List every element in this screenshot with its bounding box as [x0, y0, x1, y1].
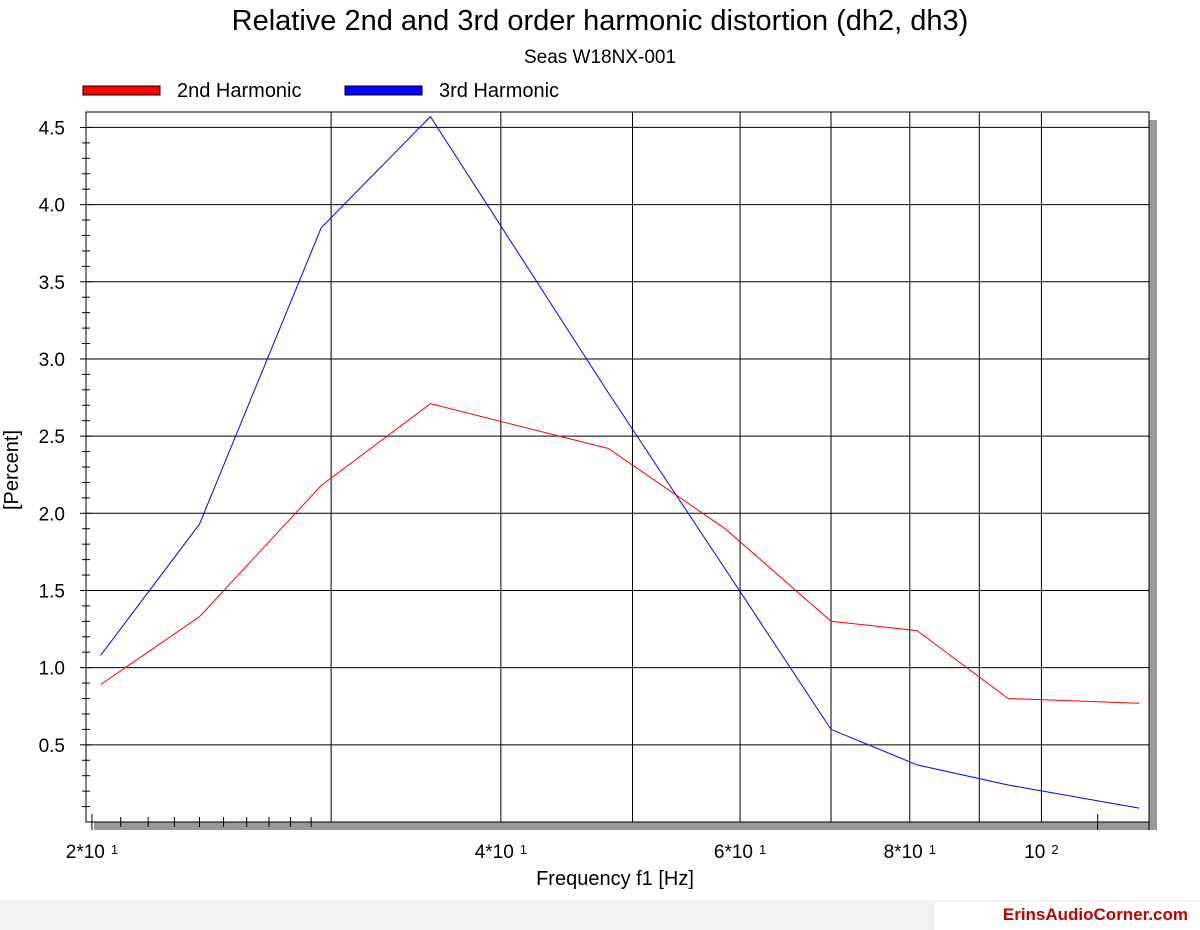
chart-title: Relative 2nd and 3rd order harmonic dist… [232, 5, 969, 37]
x-tick-label: 4*10 1 [475, 842, 527, 863]
series-layer [100, 115, 1140, 809]
x-tick-mantissa: 10 [1024, 842, 1045, 863]
x-tick-label: 2*10 1 [66, 842, 118, 863]
x-tick-mantissa: 6*10 [714, 842, 753, 863]
x-tick-exponent: 1 [111, 842, 118, 857]
series-line-2nd-harmonic [100, 403, 1140, 704]
y-tick-label: 1.0 [39, 659, 65, 680]
plot-area [85, 111, 1150, 823]
x-tick-label: 10 2 [1024, 842, 1058, 863]
x-tick-mantissa: 8*10 [884, 842, 923, 863]
legend-label-2nd-harmonic: 2nd Harmonic [177, 80, 302, 102]
chart-subtitle: Seas W18NX-001 [524, 47, 676, 68]
y-tick-label: 4.0 [39, 196, 65, 217]
watermark-box [935, 902, 1200, 930]
x-tick-label: 8*10 1 [884, 842, 936, 863]
y-tick-labels: 0.5 1.0 1.5 2.0 2.5 3.0 3.5 4.0 4.5 [39, 118, 65, 756]
legend: 2nd Harmonic 3rd Harmonic [82, 80, 559, 102]
y-tick-label: 1.5 [39, 581, 65, 602]
series-line-3rd-harmonic [100, 115, 1140, 809]
y-tick-label: 4.5 [39, 118, 65, 139]
y-axis-label: [Percent] [1, 430, 23, 510]
y-tick-label: 2.0 [39, 504, 65, 525]
x-tick-exponent: 2 [1051, 842, 1058, 857]
y-tick-label: 2.5 [39, 427, 65, 448]
y-tick-label: 3.5 [39, 273, 65, 294]
x-tick-mantissa: 2*10 [66, 842, 105, 863]
x-tick-mantissa: 4*10 [475, 842, 514, 863]
legend-label-3rd-harmonic: 3rd Harmonic [439, 80, 559, 102]
minor-ticks [80, 126, 1150, 830]
x-axis-label: Frequency f1 [Hz] [536, 868, 694, 890]
x-tick-labels: 2*10 1 4*10 1 6*10 1 8*10 1 10 2 [66, 842, 1059, 863]
y-tick-label: 0.5 [39, 736, 65, 757]
legend-swatch-3rd-harmonic [344, 85, 423, 96]
harmonic-distortion-chart: Relative 2nd and 3rd order harmonic dist… [1, 5, 1157, 890]
x-tick-exponent: 1 [759, 842, 766, 857]
grid [86, 112, 1149, 822]
x-tick-label: 6*10 1 [714, 842, 766, 863]
x-tick-exponent: 1 [929, 842, 936, 857]
x-tick-exponent: 1 [520, 842, 527, 857]
y-tick-label: 3.0 [39, 350, 65, 371]
legend-swatch-2nd-harmonic [82, 85, 161, 96]
watermark: ErinsAudioCorner.com [1002, 905, 1188, 924]
